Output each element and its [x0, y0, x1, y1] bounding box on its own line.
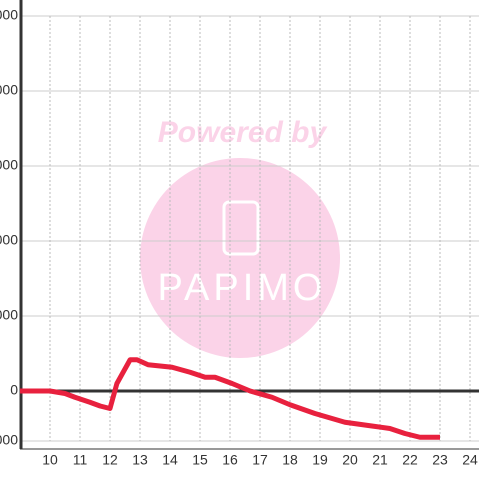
x-tick-label: 19 — [312, 452, 328, 468]
x-tick-label: 14 — [162, 452, 178, 468]
x-tick-label: 24 — [462, 452, 478, 468]
x-tick-label: 21 — [372, 452, 388, 468]
y-tick-label: -20,000 — [0, 432, 18, 448]
data-line — [20, 357, 440, 440]
x-tick-label: 18 — [282, 452, 298, 468]
y-tick-label: 0 — [10, 382, 18, 398]
y-tick-label: 60,000 — [0, 232, 18, 248]
x-tick-label: 15 — [192, 452, 208, 468]
x-tick-label: 10 — [42, 452, 58, 468]
x-tick-label: 17 — [252, 452, 268, 468]
y-tick-label: 150,000 — [0, 7, 18, 23]
watermark-text: Powered by — [158, 116, 328, 149]
watermark-icon — [222, 200, 260, 256]
y-tick-label: 90,000 — [0, 157, 18, 173]
y-tick-label: 30,000 — [0, 307, 18, 323]
x-tick-label: 13 — [132, 452, 148, 468]
x-tick-label: 22 — [402, 452, 418, 468]
x-tick-label: 11 — [73, 452, 88, 468]
x-tick-label: 12 — [102, 452, 118, 468]
x-tick-label: 23 — [432, 452, 448, 468]
watermark-logo: PAPIMO — [158, 267, 327, 309]
x-tick-label: 20 — [342, 452, 358, 468]
x-tick-label: 16 — [222, 452, 238, 468]
y-tick-label: 120,000 — [0, 82, 18, 98]
